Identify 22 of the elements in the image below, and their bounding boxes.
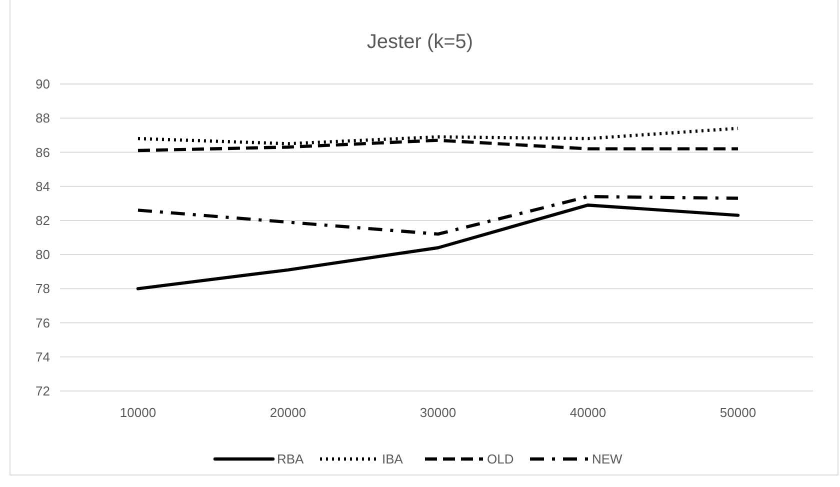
y-tick-label: 90 [36,76,50,92]
legend-label: OLD [487,452,514,467]
line-series [136,203,740,290]
y-tick-label: 74 [36,349,50,364]
y-tick-label: 72 [36,384,50,399]
y-tick-label: 88 [36,110,50,126]
legend-label: NEW [592,452,624,467]
y-tick-label: 82 [36,212,50,228]
legend-label: RBA [277,452,304,467]
y-tick-label: 78 [36,281,50,296]
x-tick-label: 50000 [720,405,756,420]
x-tick-label: 10000 [120,405,156,420]
x-tick-label: 30000 [420,405,456,420]
x-tick-label: 40000 [570,405,606,420]
line-series [136,194,740,236]
chart-title: Jester (k=5) [366,31,474,53]
y-tick-label: 76 [36,315,50,330]
y-tick-label: 84 [36,178,50,194]
y-tick-label: 80 [36,247,50,262]
x-tick-label: 20000 [270,405,306,420]
legend-label: IBA [382,452,404,467]
y-tick-label: 86 [36,144,50,160]
